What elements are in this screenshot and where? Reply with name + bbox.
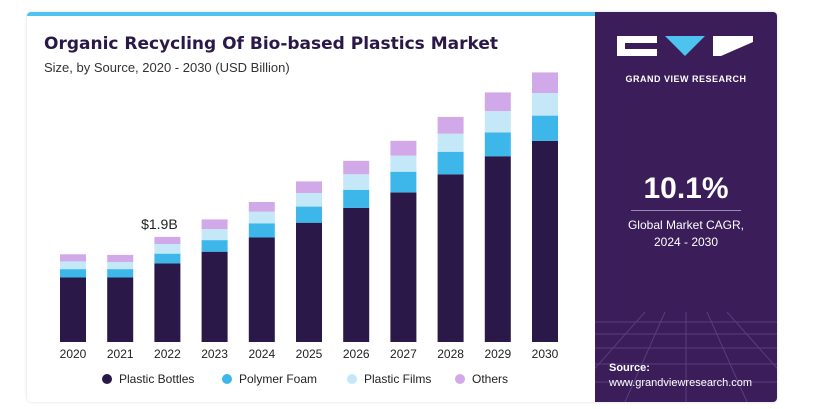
- bar-plastic-films-2027: [390, 155, 417, 172]
- bar-plastic-bottles-2028: [437, 174, 464, 342]
- x-tick-label: 2024: [248, 347, 275, 361]
- legend-swatch: [222, 374, 232, 384]
- bar-plastic-films-2023: [201, 229, 228, 241]
- x-tick-label: 2022: [154, 347, 181, 361]
- bar-plastic-bottles-2026: [343, 207, 370, 342]
- x-tick-label: 2026: [343, 347, 370, 361]
- bar-others-2028: [437, 116, 464, 134]
- bar-plastic-bottles-2030: [532, 140, 558, 342]
- bar-plastic-films-2029: [484, 111, 511, 133]
- x-tick-label: 2030: [532, 347, 559, 361]
- x-tick-label: 2028: [437, 347, 464, 361]
- bar-others-2023: [201, 219, 228, 230]
- bar-polymer-foam-2020: [60, 269, 86, 278]
- brand-name: GRAND VIEW RESEARCH: [625, 74, 747, 84]
- bar-polymer-foam-2023: [201, 240, 228, 252]
- bar-plastic-bottles-2020: [60, 277, 86, 342]
- x-tick-label: 2023: [201, 347, 228, 361]
- bar-others-2030: [532, 72, 558, 93]
- bar-polymer-foam-2024: [248, 223, 275, 238]
- bar-plastic-bottles-2021: [107, 277, 134, 342]
- x-tick-label: 2020: [60, 347, 87, 361]
- grand-view-research-logo: [617, 36, 753, 56]
- bar-polymer-foam-2027: [390, 171, 417, 193]
- legend-label: Polymer Foam: [239, 372, 317, 386]
- bar-polymer-foam-2030: [532, 115, 558, 141]
- bar-plastic-bottles-2025: [296, 222, 322, 342]
- bar-plastic-films-2021: [107, 262, 134, 270]
- stacked-bar-chart: 2020 2021 2022 $1.9B 2023 2024 2025 2026 2027 202…: [60, 72, 559, 386]
- bar-plastic-films-2030: [532, 93, 558, 116]
- bar-others-2026: [343, 160, 370, 175]
- x-tick-label: 2025: [296, 347, 323, 361]
- legend-label: Plastic Bottles: [119, 372, 194, 386]
- bar-plastic-bottles-2027: [390, 192, 417, 342]
- bar-polymer-foam-2025: [296, 206, 322, 223]
- bar-others-2020: [60, 254, 86, 262]
- cagr-caption-line1: Global Market CAGR,: [627, 218, 745, 232]
- legend-swatch: [347, 374, 357, 384]
- chart-panel: Organic Recycling Of Bio-based Plastics …: [27, 12, 595, 402]
- bar-polymer-foam-2022: [154, 253, 181, 264]
- bar-polymer-foam-2028: [437, 151, 464, 175]
- bar-plastic-films-2020: [60, 261, 86, 270]
- bar-plastic-films-2024: [248, 211, 275, 224]
- bar-plastic-films-2026: [343, 174, 370, 190]
- bar-plastic-films-2022: [154, 244, 181, 254]
- cagr-divider: [631, 210, 741, 211]
- bar-others-2021: [107, 254, 134, 262]
- legend-label: Others: [472, 372, 508, 386]
- bar-polymer-foam-2026: [343, 189, 370, 208]
- decorative-grid-floor: [595, 312, 777, 402]
- bar-polymer-foam-2021: [107, 269, 134, 278]
- bar-plastic-bottles-2022: [154, 263, 181, 342]
- source-link[interactable]: www.grandviewresearch.com: [609, 377, 753, 389]
- x-tick-label: 2027: [390, 347, 417, 361]
- chart-subtitle: Size, by Source, 2020 - 2030 (USD Billio…: [44, 60, 290, 75]
- chart-title: Organic Recycling Of Bio-based Plastics …: [44, 34, 498, 54]
- bar-others-2024: [248, 202, 275, 212]
- report-card: Organic Recycling Of Bio-based Plastics …: [27, 12, 777, 402]
- bar-plastic-films-2025: [296, 193, 322, 207]
- x-tick-label: 2029: [484, 347, 511, 361]
- cagr-caption: Global Market CAGR, 2024 - 2030: [595, 217, 777, 251]
- bar-plastic-films-2028: [437, 133, 464, 152]
- cagr-caption-line2: 2024 - 2030: [653, 235, 719, 249]
- legend-swatch: [102, 374, 112, 384]
- x-tick-label: 2021: [107, 347, 134, 361]
- legend-label: Plastic Films: [364, 372, 431, 386]
- bar-others-2025: [296, 181, 322, 193]
- bar-others-2027: [390, 140, 417, 156]
- bar-others-2029: [484, 92, 511, 112]
- bar-others-2022: [154, 236, 181, 244]
- info-panel: GRAND VIEW RESEARCH 10.1% Global Market …: [595, 12, 777, 402]
- cagr-value: 10.1%: [643, 172, 729, 205]
- bar-plastic-bottles-2024: [248, 237, 275, 342]
- bar-polymer-foam-2029: [484, 132, 511, 157]
- legend-swatch: [455, 374, 465, 384]
- data-label-annotation: $1.9B: [141, 216, 178, 232]
- source-label: Source:: [609, 362, 650, 374]
- bar-plastic-bottles-2029: [484, 156, 511, 342]
- bar-plastic-bottles-2023: [201, 251, 228, 342]
